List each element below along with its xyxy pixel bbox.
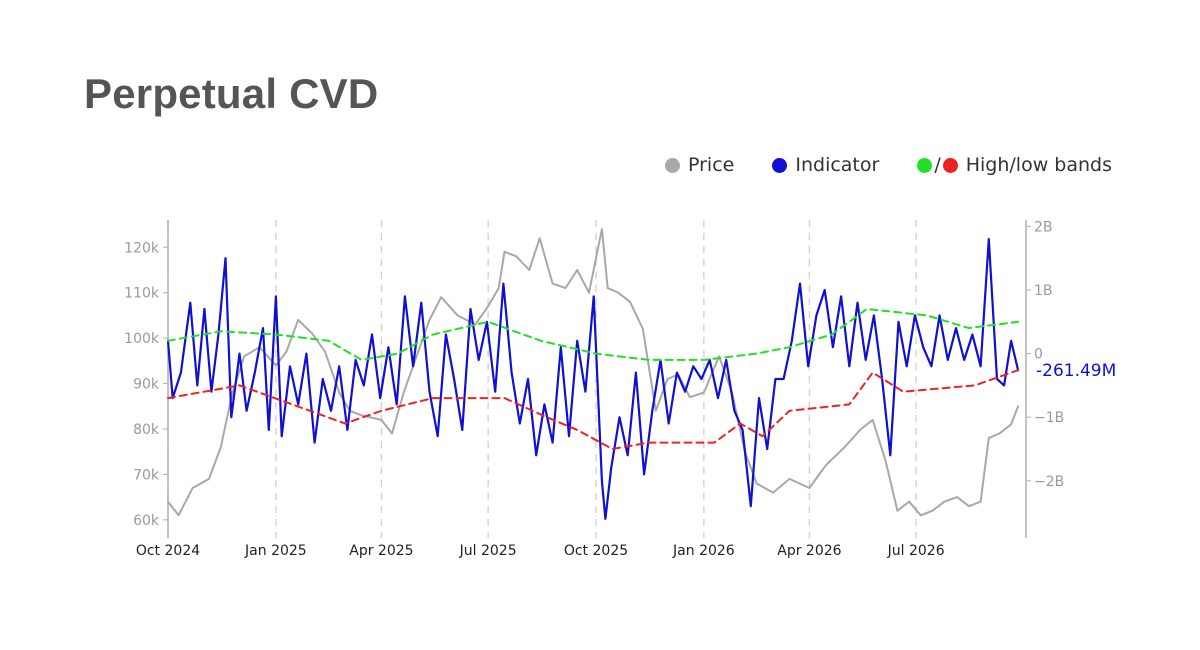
legend-item-indicator[interactable]: Indicator [772,154,879,176]
last-value-label: -261.49M [1036,361,1116,381]
y-right-tick-label: −2B [1034,474,1064,490]
legend-item-price[interactable]: Price [665,154,734,176]
y-right-tick-label: 1B [1034,283,1053,299]
legend-item-bands[interactable]: / High/low bands [917,154,1112,176]
x-tick-label: Jan 2025 [244,543,307,559]
y-left-tick-label: 70k [133,467,160,483]
x-tick-label: Oct 2025 [564,543,628,559]
low-band-dot-icon [942,157,958,173]
chart-title: Perpetual CVD [84,70,379,117]
y-right-tick-label: −1B [1034,410,1064,426]
x-tick-label: Jan 2026 [672,543,735,559]
series-line-low-band [167,369,1020,450]
y-left-tick-label: 110k [124,286,160,302]
x-tick-label: Jul 2025 [459,543,517,559]
legend-label-indicator: Indicator [795,154,880,176]
high-band-dot-icon [917,157,933,173]
y-right-tick-label: 0 [1034,347,1043,363]
y-left-tick-label: 80k [133,422,160,438]
legend-separator: / [934,154,941,176]
y-left-tick-label: 120k [124,240,160,256]
indicator-dot-icon [772,157,788,173]
y-left-tick-label: 100k [124,331,160,347]
x-tick-label: Apr 2026 [777,543,841,559]
series-line-price [167,228,1020,517]
legend-label-price: Price [688,154,735,176]
price-dot-icon [665,157,680,173]
y-left-tick-label: 60k [133,513,160,529]
legend-label-bands: High/low bands [965,154,1112,176]
x-tick-label: Jul 2026 [887,543,945,559]
x-tick-label: Oct 2024 [136,543,200,559]
series-line-indicator [166,238,1020,521]
series-line-high-band [167,308,1020,361]
chart-legend: Price Indicator / High/low bands [665,154,1112,176]
y-left-tick-label: 90k [133,377,160,393]
x-tick-label: Apr 2025 [349,543,413,559]
y-right-tick-label: 2B [1034,219,1053,235]
